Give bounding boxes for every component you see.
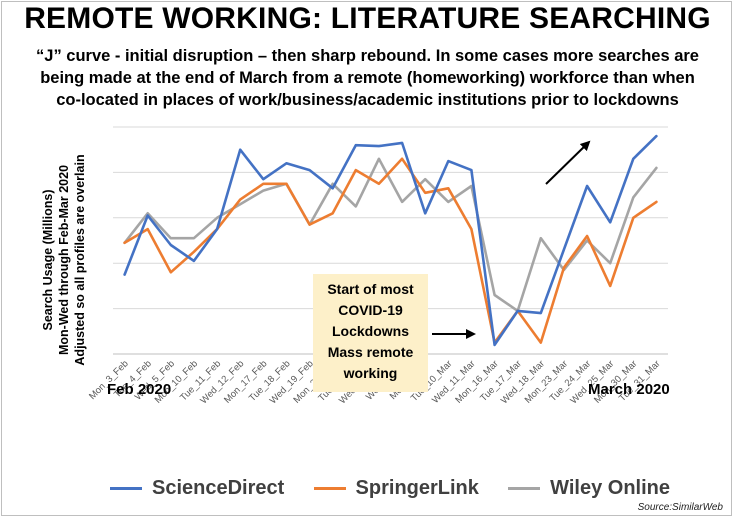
legend-swatch-icon [508,486,541,490]
chart-title: REMOTE WORKING: LITERATURE SEARCHING [24,2,711,35]
chart-subtitle: “J” curve - initial disruption – then sh… [8,45,727,111]
subtitle-line: “J” curve - initial disruption – then sh… [36,47,699,65]
end-period-label: March 2020 [588,381,670,398]
subtitle-line: being made at the end of March from a re… [40,69,695,87]
legend-item-wiley-online[interactable]: Wiley Online [508,477,670,500]
legend-item-springerlink[interactable]: SpringerLink [313,476,479,500]
lockdown-annotation-box: Start of most COVID-19 Lockdowns Mass re… [313,274,428,392]
start-period-label: Feb 2020 [107,381,172,398]
legend-swatch-icon [313,486,346,490]
legend-label: SpringerLink [355,476,479,499]
annotation-line: Start of most [327,281,414,297]
annotation-line: COVID-19 [338,302,403,318]
source-note: Source:SimilarWeb [637,502,723,513]
legend-label: Wiley Online [550,476,670,499]
subtitle-line: co-located in places of work/business/ac… [56,91,679,109]
legend-label: ScienceDirect [152,476,285,499]
annotation-line: Lockdowns [331,323,409,339]
legend-item-sciencedirect[interactable]: ScienceDirect [110,477,284,500]
series-line-sciencedirect [123,134,658,347]
annotation-line: Mass remote [327,344,414,360]
annotation-line: working [343,365,398,381]
chart-legend: ScienceDirect SpringerLink Wiley Online [110,474,670,502]
trend-up-arrow-icon [545,140,591,185]
series-line-wiley-online [123,157,658,313]
legend-swatch-icon [110,486,142,490]
